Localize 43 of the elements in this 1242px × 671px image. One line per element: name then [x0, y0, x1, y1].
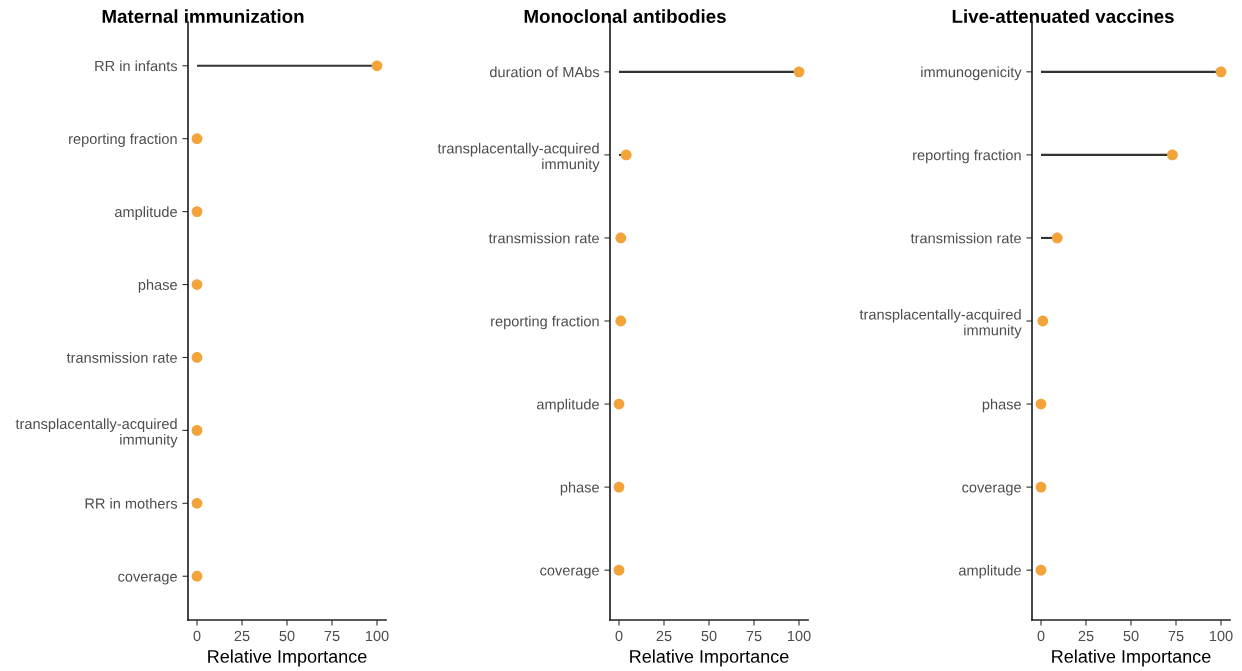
x-axis-title: Relative Importance [208, 649, 367, 667]
x-axis-title: Relative Importance [1052, 649, 1211, 667]
x-tick-label: 0 [1037, 630, 1045, 642]
y-tick-label: amplitude [536, 398, 599, 413]
y-tick-label: phase [982, 398, 1021, 413]
chart-title: Monoclonal antibodies [524, 9, 726, 24]
y-tick-label: reporting fraction [913, 149, 1021, 164]
x-tick-label: 100 [787, 630, 811, 642]
x-tick-label: 75 [1168, 630, 1184, 642]
y-tick-label: transmission rate [488, 232, 599, 244]
y-tick-label: coverage [118, 573, 177, 585]
x-tick-label: 50 [279, 630, 295, 642]
y-tick-label: coverage [962, 484, 1021, 496]
x-tick-label: 100 [1209, 630, 1233, 642]
y-tick-label: phase [138, 279, 177, 293]
chart-title: Maternal immunization [102, 9, 304, 24]
y-tick-label: transplacentally-acquired immunity [15, 418, 178, 448]
x-tick-label: 50 [1123, 630, 1139, 642]
y-tick-label: reporting fraction [491, 315, 599, 330]
chart-title: Live-attenuated vaccines [952, 9, 1174, 24]
x-tick-label: 100 [365, 630, 389, 642]
y-tick-label: transmission rate [66, 352, 177, 363]
y-tick-label: transplacentally-acquired immunity [437, 142, 600, 173]
y-tick-label: transplacentally-acquired immunity [859, 308, 1022, 339]
y-tick-label: amplitude [958, 564, 1021, 579]
y-tick-label: phase [560, 481, 599, 496]
x-tick-label: 0 [193, 630, 201, 642]
y-tick-label: reporting fraction [69, 133, 177, 147]
y-tick-label: duration of MAbs [489, 66, 600, 78]
x-tick-label: 75 [746, 630, 762, 642]
y-tick-label: RR in infants [95, 60, 178, 72]
x-tick-label: 0 [615, 630, 623, 642]
y-tick-label: amplitude [114, 206, 177, 220]
x-tick-label: 25 [1078, 630, 1094, 642]
x-tick-label: 50 [701, 630, 717, 642]
y-tick-label: RR in mothers [85, 498, 178, 509]
x-tick-label: 25 [234, 630, 250, 642]
y-tick-label: transmission rate [910, 232, 1021, 244]
x-axis-title: Relative Importance [630, 649, 789, 667]
x-tick-label: 25 [656, 630, 672, 642]
y-tick-label: immunogenicity [921, 66, 1022, 81]
x-tick-label: 75 [324, 630, 340, 642]
y-tick-label: coverage [540, 567, 599, 579]
